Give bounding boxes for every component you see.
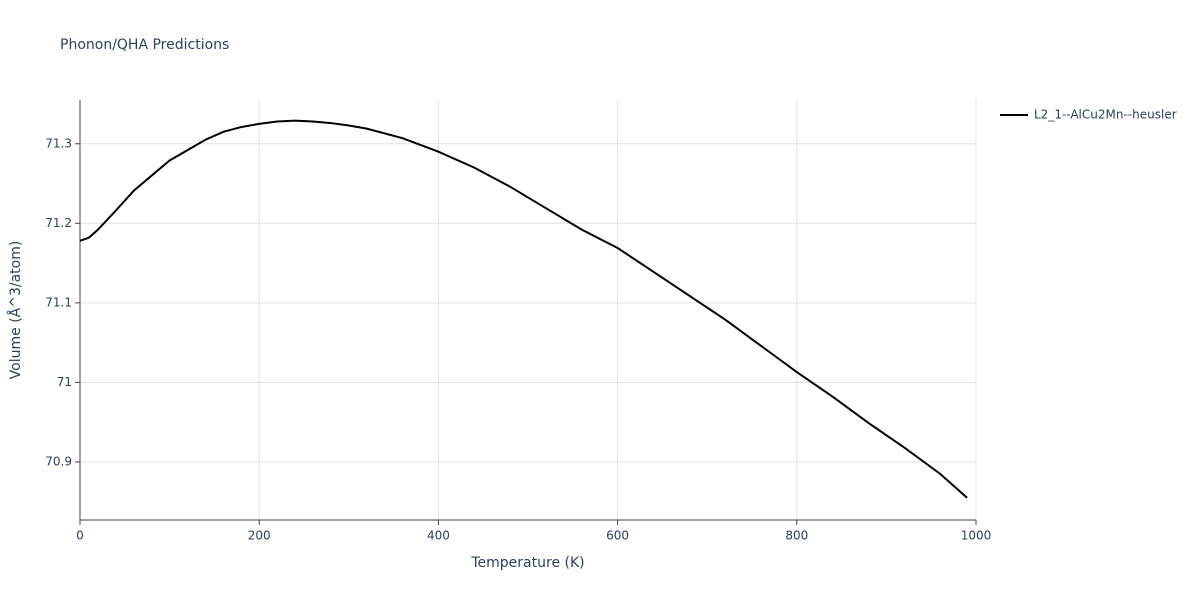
x-tick-label: 400 <box>427 529 450 543</box>
x-tick-label: 0 <box>76 529 84 543</box>
y-axis-label: Volume (Å^3/atom) <box>7 241 24 380</box>
x-tick-label: 1000 <box>961 529 992 543</box>
y-tick-label: 71.2 <box>45 216 72 230</box>
y-tick-label: 70.9 <box>45 454 72 468</box>
x-tick-label: 200 <box>248 529 271 543</box>
y-tick-label: 71.1 <box>45 295 72 309</box>
legend-label: L2_1--AlCu2Mn--heusler <box>1034 108 1177 122</box>
x-tick-label: 800 <box>785 529 808 543</box>
x-axis-label: Temperature (K) <box>470 555 584 571</box>
data-line <box>79 119 968 499</box>
x-tick-label: 600 <box>606 529 629 543</box>
chart-title: Phonon/QHA Predictions <box>60 37 229 53</box>
y-tick-label: 71.3 <box>45 136 72 150</box>
y-tick-label: 71 <box>57 375 72 389</box>
